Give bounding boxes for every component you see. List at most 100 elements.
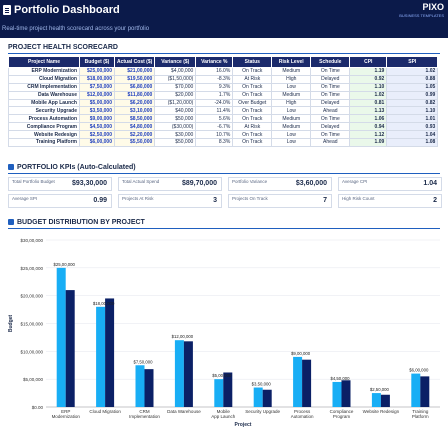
table-cell: ERP Modernization (8, 67, 80, 76)
kpi-label: Average SPI (12, 196, 38, 201)
table-cell: Website Redesign (8, 130, 80, 140)
x-tick-label: CRM (139, 409, 149, 414)
x-tick-label: Automation (291, 414, 314, 419)
table-cell[interactable]: $11,80,000 (113, 90, 156, 100)
x-tick-label: Cloud Migration (89, 409, 121, 414)
table-row[interactable]: Training Platform $6,00,000 $5,50,000 $50,0… (8, 138, 439, 147)
x-tick-label: Website Redesign (363, 409, 400, 414)
bar (293, 356, 303, 407)
bar-data-label: $9,00,000 (291, 351, 311, 356)
table-cell[interactable]: $3,50,000 (79, 106, 115, 116)
scorecard-title-text: PROJECT HEALTH SCORECARD (8, 44, 118, 51)
project-scorecard-table: Project Name Budget ($) Actual Cost ($) Var… (8, 56, 439, 147)
table-row[interactable]: Mobile App Launch $5,00,000 $6,20,000 ($1,2… (8, 98, 439, 108)
table-cell[interactable]: $2,20,000 (113, 130, 156, 140)
kpi-value: $3,60,000 (295, 180, 327, 187)
table-cell: Medium (271, 114, 312, 124)
column-header: SPI (386, 56, 439, 68)
table-cell[interactable]: $12,00,000 (79, 90, 115, 100)
table-cell: On Time (310, 114, 351, 124)
bar (332, 381, 342, 407)
kpi-label: High Risk Count (342, 196, 375, 201)
table-cell: 1.05 (386, 82, 439, 92)
table-row[interactable]: Cloud Migration $18,00,000 $19,50,000 ($1,5… (8, 74, 439, 84)
y-axis-title: Budget (8, 315, 14, 333)
table-cell[interactable]: $5,50,000 (113, 138, 156, 147)
table-cell: CRM Implementation (8, 82, 80, 92)
bar-data-label: $3,50,000 (252, 382, 272, 387)
table-cell[interactable]: $7,50,000 (79, 82, 115, 92)
x-axis-title: Project (235, 422, 252, 428)
table-cell: On Time (310, 82, 351, 92)
table-cell[interactable]: $6,20,000 (113, 98, 156, 108)
bar (253, 387, 263, 407)
x-tick-label: Data Warehouse (167, 409, 201, 414)
scorecard-header-row: Project Name Budget ($) Actual Cost ($) Var… (8, 56, 439, 68)
table-row[interactable]: Security Upgrade $3,50,000 $3,10,000 $40,00… (8, 106, 439, 116)
kpi-label: Total Portfolio Budget (12, 179, 55, 184)
table-row[interactable]: Website Redesign $2,50,000 $2,20,000 $30,00… (8, 130, 439, 140)
table-cell: 1.10 (386, 106, 439, 116)
table-cell: -24.0% (195, 98, 234, 108)
kpi-card: Portfolio Variance $3,60,000 (228, 177, 332, 191)
bar-data-label: $18,00,000 (93, 301, 115, 306)
table-row[interactable]: CRM Implementation $7,50,000 $6,80,000 $70,… (8, 82, 439, 92)
kpi-value: $89,70,000 (181, 180, 217, 187)
table-cell[interactable]: $5,00,000 (79, 98, 115, 108)
table-cell: At Risk (232, 122, 273, 132)
table-row[interactable]: ERP Modernization $25,00,000 $21,00,000 $4,… (8, 67, 439, 76)
y-tick-label: $5,00,000 (23, 377, 44, 382)
table-cell[interactable]: $4,50,000 (79, 122, 115, 132)
table-cell: $20,000 (154, 90, 197, 100)
table-cell: Medium (271, 67, 312, 76)
bar (65, 290, 75, 407)
column-header: Schedule (310, 56, 351, 68)
table-cell: Over Budget (232, 98, 273, 108)
kpi-card: Total Portfolio Budget $93,30,000 (8, 177, 112, 191)
table-row[interactable]: Compliance Program $4,50,000 $4,80,000 ($30… (8, 122, 439, 132)
bar (302, 359, 312, 407)
bar-data-label: $6,00,000 (409, 368, 429, 373)
table-cell: ($30,000) (154, 122, 197, 132)
table-cell: Process Automation (8, 114, 80, 124)
table-cell: 11.4% (195, 106, 234, 116)
table-cell: 5.6% (195, 114, 234, 124)
table-cell: Compliance Program (8, 122, 80, 132)
bar (174, 340, 184, 407)
table-cell[interactable]: $18,00,000 (79, 74, 115, 84)
table-cell[interactable]: $4,80,000 (113, 122, 156, 132)
y-tick-label: $20,00,000 (20, 294, 43, 299)
y-tick-label: $30,00,000 (20, 238, 43, 243)
kpi-label: Projects At Risk (122, 196, 154, 201)
x-tick-label: Training (412, 409, 429, 414)
bar (56, 267, 66, 407)
kpi-label: Portfolio Variance (232, 179, 268, 184)
kpi-label: Projects On Track (232, 196, 268, 201)
table-cell: 0.94 (349, 122, 388, 132)
table-cell: On Track (232, 130, 273, 140)
table-cell: $70,000 (154, 82, 197, 92)
kpi-value: 0.99 (93, 197, 107, 204)
table-cell: On Track (232, 114, 273, 124)
table-row[interactable]: Process Automation $9,00,000 $8,50,000 $50,… (8, 114, 439, 124)
table-row[interactable]: Data Warehouse $12,00,000 $11,80,000 $20,00… (8, 90, 439, 100)
column-header: Budget ($) (79, 56, 115, 68)
table-cell[interactable]: $19,50,000 (113, 74, 156, 84)
table-cell: -8.3% (195, 74, 234, 84)
table-cell: 1.13 (349, 106, 388, 116)
bar (105, 298, 115, 407)
table-cell[interactable]: $9,00,000 (79, 114, 115, 124)
budget-section-title: BUDGET DISTRIBUTION BY PROJECT (8, 219, 145, 226)
table-cell[interactable]: $6,00,000 (79, 138, 115, 147)
table-cell: 8.3% (195, 138, 234, 147)
table-cell: On Track (232, 67, 273, 76)
table-cell[interactable]: $25,00,000 (79, 67, 115, 76)
table-cell[interactable]: $2,50,000 (79, 130, 115, 140)
table-cell[interactable]: $8,50,000 (113, 114, 156, 124)
bar (411, 373, 421, 407)
table-cell[interactable]: $3,10,000 (113, 106, 156, 116)
table-cell: ($1,20,000) (154, 98, 197, 108)
table-cell[interactable]: $21,00,000 (113, 67, 156, 76)
table-cell: Ahead (310, 106, 351, 116)
table-cell[interactable]: $6,80,000 (113, 82, 156, 92)
